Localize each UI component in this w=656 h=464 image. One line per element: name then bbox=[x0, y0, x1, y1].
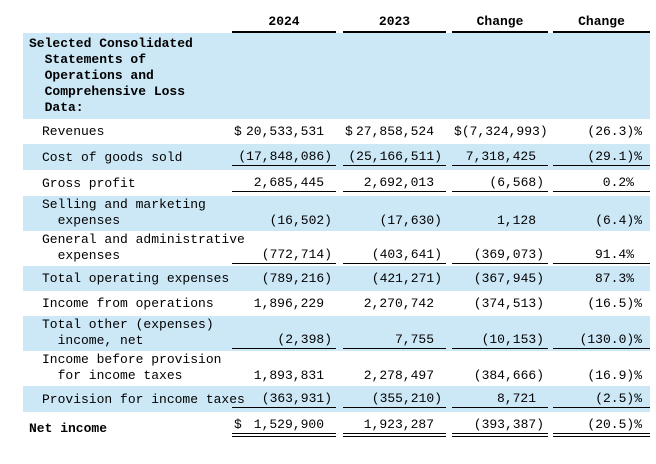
cell-2023: 1,923,287 bbox=[343, 417, 446, 437]
dollar-sign: $ bbox=[345, 124, 353, 139]
cell-2024: $1,529,900 bbox=[232, 417, 336, 437]
column-header-change-amount: Change bbox=[452, 14, 548, 33]
cell-change-amount: (6,568) bbox=[452, 175, 548, 192]
cell-2023: 7,755 bbox=[343, 332, 446, 349]
row-selling-marketing-expenses: Selling and marketing expenses (16,502) … bbox=[23, 196, 650, 231]
cell-label: Total operating expenses bbox=[42, 271, 230, 286]
cell-label: Gross profit bbox=[42, 176, 136, 191]
cell-label: Total other (expenses) income, net bbox=[42, 317, 214, 348]
cell-change-percent: (16.9)% bbox=[587, 368, 642, 383]
dollar-sign: $ bbox=[234, 124, 242, 139]
cell-change-percent: (20.5)% bbox=[553, 417, 650, 437]
cell-change-percent: 0.2% bbox=[553, 175, 650, 192]
cell-change-percent: (6.4)% bbox=[595, 213, 642, 228]
header-row: 2024 2023 Change Change bbox=[23, 14, 650, 33]
cell-label: Cost of goods sold bbox=[42, 150, 183, 165]
cell-change-amount: 1,128 bbox=[496, 213, 536, 228]
cell-change-percent: (16.5)% bbox=[587, 296, 642, 311]
cell-2024: (16,502) bbox=[269, 213, 332, 228]
cell-label: Revenues bbox=[42, 124, 105, 139]
cell-change-amount: $ (7,324,993) bbox=[454, 124, 548, 139]
cell-change-amount: (10,153) bbox=[452, 332, 548, 349]
row-net-income: Net income $1,529,900 1,923,287 (393,387… bbox=[23, 412, 650, 441]
cell-change-percent: 91.4% bbox=[553, 247, 650, 264]
cell-change-percent: (130.0)% bbox=[553, 332, 650, 349]
cell-2023: 2,270,742 bbox=[363, 296, 434, 311]
cell-2023: (421,271) bbox=[371, 271, 442, 286]
cell-change-amount: (369,073) bbox=[452, 247, 548, 264]
cell-label: Provision for income taxes bbox=[42, 392, 245, 407]
column-header-2023: 2023 bbox=[343, 14, 446, 33]
cell-change-percent: (29.1)% bbox=[553, 149, 650, 166]
row-income-from-operations: Income from operations 1,896,229 2,270,7… bbox=[23, 291, 650, 316]
cell-2024: $20,533,531 bbox=[234, 124, 324, 139]
cell-2023: (403,641) bbox=[343, 247, 446, 264]
column-header-change-percent: Change bbox=[553, 14, 650, 33]
cell-2024: (789,216) bbox=[261, 271, 332, 286]
row-cost-of-goods-sold: Cost of goods sold (17,848,086) (25,166,… bbox=[23, 144, 650, 170]
row-revenues: Revenues $20,533,531 $27,858,524 $ (7,324… bbox=[23, 119, 650, 144]
cell-change-percent: 87.3% bbox=[594, 271, 634, 286]
cell-2024: (363,931) bbox=[232, 391, 336, 408]
cell-2023: (25,166,511) bbox=[343, 149, 446, 166]
cell-2024: (772,714) bbox=[232, 247, 336, 264]
cell-2023: 2,692,013 bbox=[343, 175, 446, 192]
cell-2023: (355,210) bbox=[343, 391, 446, 408]
row-income-before-taxes: Income before provision for income taxes… bbox=[23, 351, 650, 386]
cell-change-amount: (384,666) bbox=[473, 368, 544, 383]
cell-2023: $27,858,524 bbox=[345, 124, 434, 139]
cell-change-percent: (2.5)% bbox=[553, 391, 650, 408]
cell-2024: 2,685,445 bbox=[232, 175, 336, 192]
cell-label: Selected Consolidated Statements of Oper… bbox=[23, 36, 230, 116]
column-header-2024: 2024 bbox=[232, 14, 336, 33]
cell-2024: 1,896,229 bbox=[253, 296, 324, 311]
cell-change-amount: (374,513) bbox=[473, 296, 544, 311]
section-title: Selected Consolidated Statements of Oper… bbox=[29, 36, 193, 115]
cell-label: Income before provision for income taxes bbox=[42, 352, 222, 383]
dollar-sign: $ bbox=[454, 124, 462, 139]
row-gross-profit: Gross profit 2,685,445 2,692,013 (6,568)… bbox=[23, 170, 650, 196]
cell-label: Net income bbox=[29, 421, 108, 436]
dollar-sign: $ bbox=[234, 417, 242, 432]
cell-label: Selling and marketing expenses bbox=[42, 197, 206, 228]
row-section-title: Selected Consolidated Statements of Oper… bbox=[23, 33, 650, 119]
row-provision-income-taxes: Provision for income taxes (363,931) (35… bbox=[23, 386, 650, 412]
cell-label: Income from operations bbox=[42, 296, 214, 311]
financial-statements-table: 2024 2023 Change Change Selected Consoli… bbox=[23, 14, 650, 441]
cell-change-amount: 7,318,425 bbox=[452, 149, 548, 166]
row-general-admin-expenses: General and administrative expenses (772… bbox=[23, 231, 650, 266]
row-total-other-income-net: Total other (expenses) income, net (2,39… bbox=[23, 316, 650, 351]
cell-2024: (17,848,086) bbox=[232, 149, 336, 166]
cell-label: General and administrative expenses bbox=[42, 232, 245, 263]
cell-change-amount: 8,721 bbox=[452, 391, 548, 408]
cell-change-amount: (393,387) bbox=[452, 417, 548, 437]
cell-2023: (17,630) bbox=[379, 213, 442, 228]
row-total-operating-expenses: Total operating expenses (789,216) (421,… bbox=[23, 266, 650, 291]
cell-2024: 1,893,831 bbox=[253, 368, 324, 383]
cell-2024: (2,398) bbox=[232, 332, 336, 349]
cell-change-percent: (26.3)% bbox=[587, 124, 642, 139]
cell-2023: 2,278,497 bbox=[363, 368, 434, 383]
cell-change-amount: (367,945) bbox=[473, 271, 544, 286]
